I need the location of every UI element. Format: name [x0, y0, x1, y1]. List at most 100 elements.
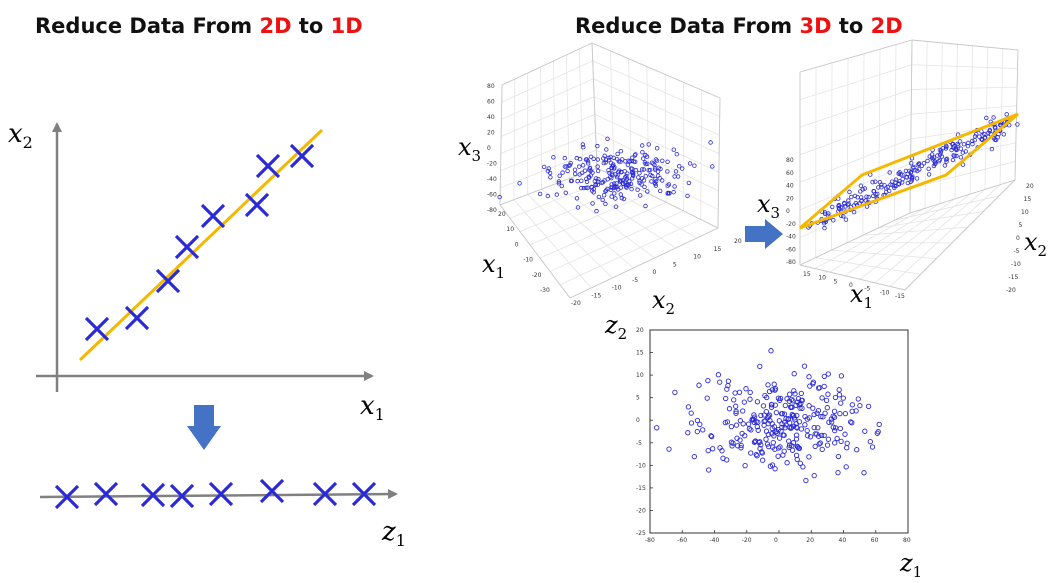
data-point	[780, 432, 786, 438]
data-point	[905, 180, 911, 186]
data-point	[646, 142, 651, 147]
data-point	[854, 447, 860, 453]
data-point	[799, 405, 805, 411]
data-point	[900, 180, 905, 185]
data-point	[944, 144, 949, 150]
data-point	[822, 210, 828, 215]
data-point	[632, 153, 638, 158]
tick-label: -5	[632, 277, 638, 284]
data-point	[557, 173, 562, 178]
data-points-z	[654, 348, 882, 484]
data-point	[781, 411, 788, 417]
data-point	[685, 193, 690, 199]
data-point	[963, 149, 968, 154]
cube-ticks: 806040200-20-40-60-8020100-10-20-30-20-1…	[487, 83, 742, 307]
data-point	[572, 171, 578, 177]
data-point	[685, 430, 691, 436]
data-point	[995, 134, 1000, 140]
grid-edge	[569, 227, 719, 299]
data-point	[761, 418, 767, 425]
data-point	[824, 405, 830, 411]
data-point	[844, 445, 850, 451]
tick-label: 5	[834, 278, 838, 285]
data-point	[863, 198, 868, 203]
data-point	[629, 186, 634, 192]
tick-label: 10	[1021, 209, 1029, 216]
data-point	[608, 154, 613, 160]
data-point	[844, 440, 850, 446]
data-point	[768, 401, 775, 408]
data-point	[836, 392, 843, 398]
data-point	[989, 146, 995, 152]
data-point	[589, 184, 594, 190]
data-point	[851, 209, 857, 215]
data-point	[950, 157, 956, 163]
data-point	[858, 189, 863, 194]
data-point	[932, 159, 938, 164]
data-point	[943, 157, 949, 162]
data-point	[586, 174, 591, 179]
title-from: 2D	[259, 14, 292, 38]
data-point	[639, 182, 644, 187]
data-point	[692, 163, 697, 168]
grid-line	[664, 74, 667, 203]
data-point	[849, 402, 856, 408]
data-point	[754, 399, 761, 405]
data-point	[846, 198, 851, 203]
data-point	[811, 472, 817, 479]
data-point	[643, 173, 648, 179]
data-point	[657, 175, 662, 181]
grid-line	[831, 249, 937, 259]
grid-line	[500, 114, 596, 154]
data-point	[551, 155, 556, 160]
data-point	[807, 383, 813, 389]
data-point	[860, 187, 865, 192]
title-from: 3D	[799, 14, 832, 38]
grid-line	[549, 210, 684, 272]
grid-edge	[911, 39, 1019, 51]
tick-label: -80	[487, 207, 497, 214]
data-point	[763, 436, 769, 442]
data-point	[658, 166, 663, 172]
data-point	[704, 395, 710, 401]
data-point	[892, 183, 897, 189]
grid-edge	[591, 42, 721, 99]
tick-label: -40	[710, 537, 720, 544]
data-point	[797, 405, 803, 411]
data-point	[737, 418, 744, 424]
data-point	[900, 172, 905, 177]
tick-label: -10	[636, 462, 646, 469]
data-point	[738, 442, 744, 449]
data-point	[627, 179, 632, 184]
tick-label: -80	[786, 259, 796, 266]
data-point	[832, 427, 838, 434]
data-point	[909, 160, 914, 166]
data-point	[653, 167, 658, 172]
data-point	[767, 463, 774, 469]
grid-line	[859, 193, 971, 280]
data-point	[579, 178, 584, 183]
data-point	[913, 167, 918, 173]
grid-line	[565, 54, 570, 179]
tick-label: 0	[774, 537, 778, 544]
x-marker	[124, 305, 150, 331]
tick-label: -5	[1014, 248, 1020, 255]
data-point	[742, 462, 748, 469]
data-point	[609, 194, 614, 199]
data-point	[497, 194, 502, 200]
data-point	[786, 438, 792, 444]
fit-line	[78, 128, 324, 362]
tick-label: 40	[786, 183, 794, 190]
data-point	[614, 174, 620, 180]
data-point	[763, 408, 769, 415]
z1-axis-label: z1	[899, 549, 922, 581]
data-point	[775, 395, 782, 401]
data-point	[925, 158, 930, 164]
tick-label: 15	[636, 350, 644, 357]
grid-edge	[799, 212, 911, 266]
data-point	[879, 184, 884, 190]
data-point	[797, 460, 803, 466]
data-point	[680, 166, 685, 171]
data-point	[897, 170, 902, 175]
